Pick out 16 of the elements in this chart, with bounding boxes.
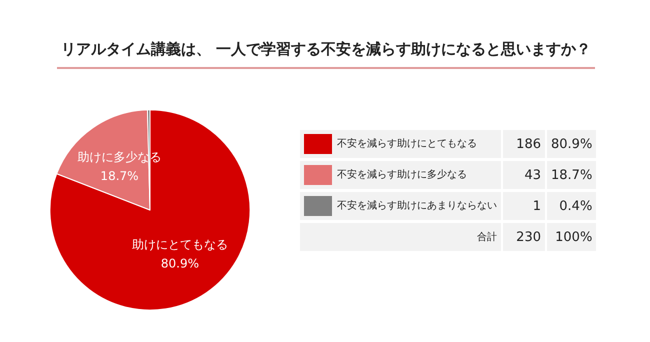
data-label: 0.4% bbox=[547, 192, 598, 220]
text: 80.9% bbox=[551, 136, 592, 152]
text: 230 bbox=[516, 230, 541, 244]
text: 合計 bbox=[300, 223, 503, 251]
chart-title: リアルタイム講義は、 一人で学習する不安を減らす助けになると思いますか？ bbox=[57, 40, 595, 69]
text: 186 bbox=[503, 130, 547, 158]
text: 1 bbox=[503, 192, 547, 220]
text: 助けにとてもなる bbox=[132, 237, 228, 252]
text: 18.7% bbox=[551, 168, 592, 182]
text: 43 bbox=[503, 161, 547, 189]
data-label: 80.9% bbox=[160, 256, 200, 270]
data-label: 18.7% bbox=[100, 169, 139, 184]
text: 100% bbox=[555, 230, 592, 244]
legend-label: 不安を減らす助けにとてもなる bbox=[300, 130, 503, 158]
legend-label: 不安を減らす助けにあまりならない bbox=[300, 192, 503, 220]
legend-label: 不安を減らす助けに多少なる bbox=[300, 161, 503, 189]
